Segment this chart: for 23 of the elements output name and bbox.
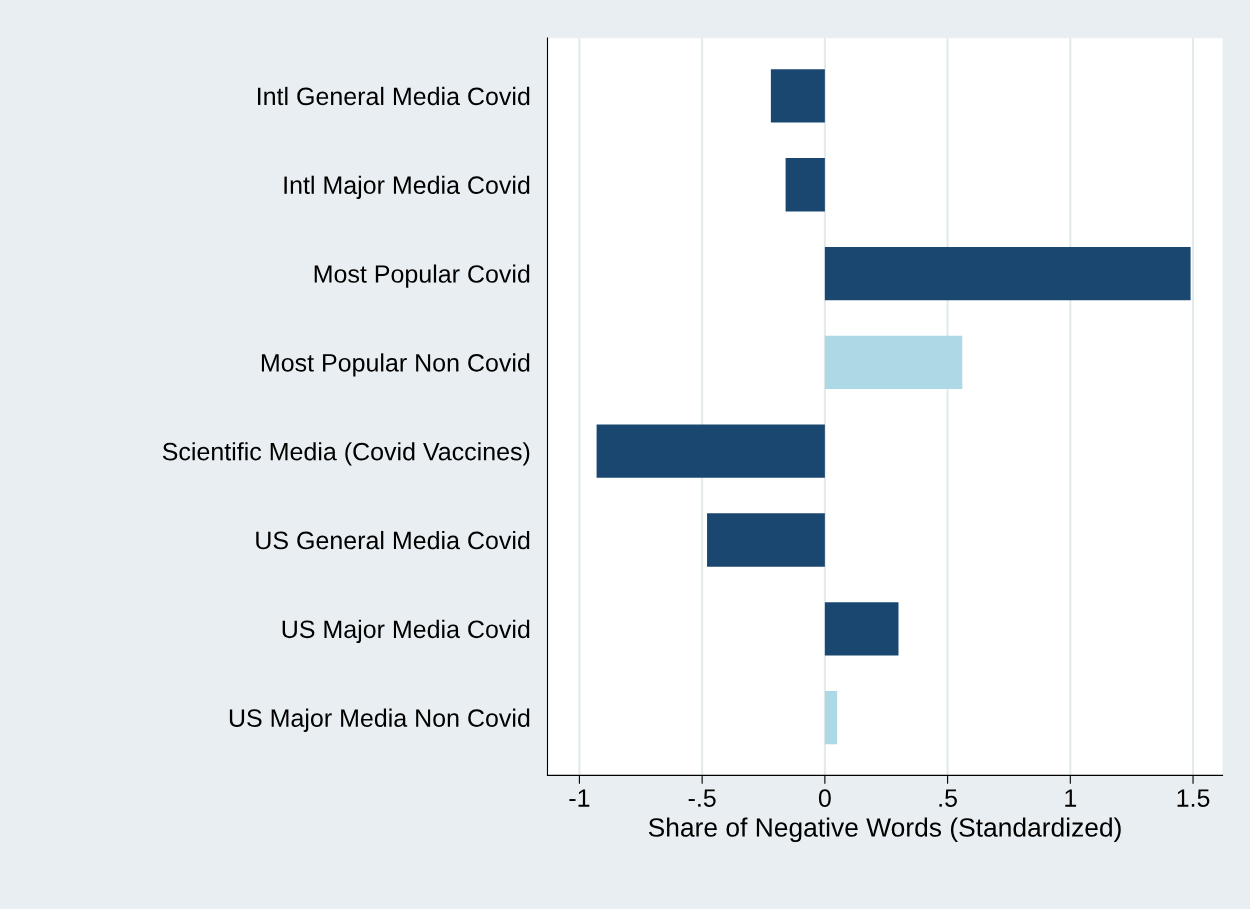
y-tick-label: Most Popular Non Covid <box>261 353 530 377</box>
bar <box>824 335 963 390</box>
x-tick-label: 1.5 <box>1177 789 1210 807</box>
y-tick-label: Most Popular Covid <box>314 264 530 288</box>
x-tick-label: -1 <box>569 789 590 807</box>
x-tick-label: -.5 <box>688 789 716 807</box>
x-axis-title: Share of Negative Words (Standardized) <box>648 817 1121 843</box>
y-tick-label: US General Media Covid <box>256 530 530 550</box>
bar <box>824 246 1191 301</box>
y-tick-label: Intl Major Media Covid <box>284 175 530 199</box>
bar <box>785 158 825 212</box>
bar <box>770 69 825 123</box>
bar <box>824 602 899 656</box>
bar <box>824 691 838 745</box>
x-tick-label: 0 <box>818 789 831 807</box>
y-tick-label: Scientific Media (Covid Vaccines) <box>162 442 530 466</box>
y-tick-label: US Major Media Non Covid <box>229 708 530 732</box>
x-tick-label: .5 <box>939 789 957 807</box>
y-tick-label: Intl General Media Covid <box>258 86 530 106</box>
x-tick-label: 1 <box>1065 789 1077 807</box>
y-tick-label: US Major Media Covid <box>282 619 530 644</box>
bar <box>707 513 825 567</box>
bar <box>596 424 825 478</box>
